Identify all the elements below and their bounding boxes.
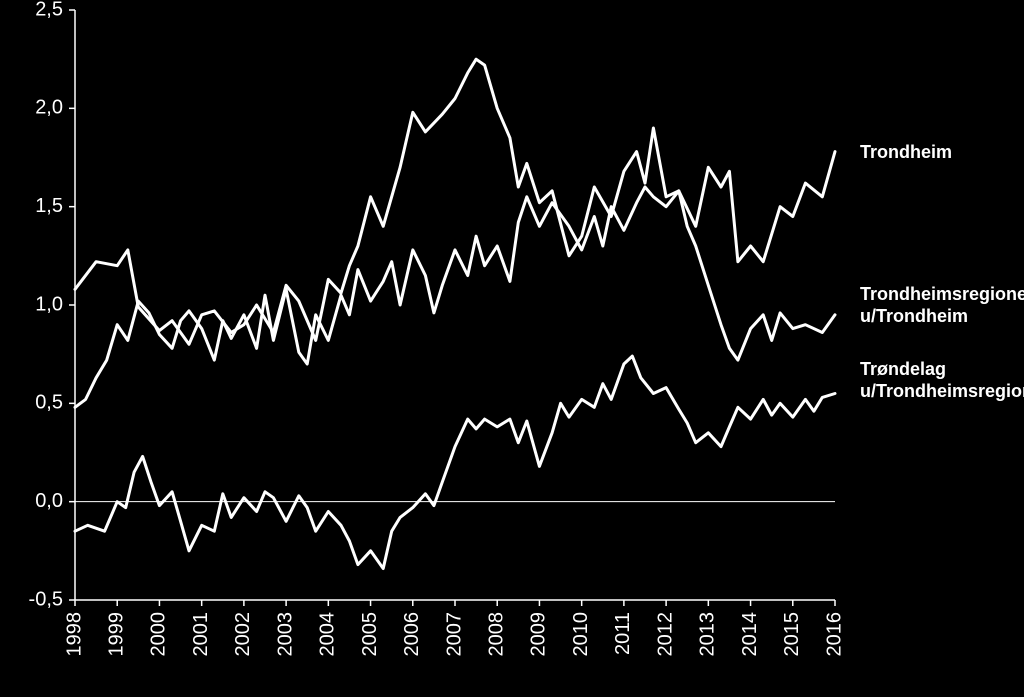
- x-tick-label: 2002: [232, 612, 254, 657]
- x-tick-label: 2005: [359, 612, 381, 657]
- series-label: Trøndelag: [860, 359, 946, 379]
- x-tick-label: 2004: [317, 612, 339, 657]
- series-label: Trondheimsregionen: [860, 284, 1024, 304]
- x-tick-label: 2011: [612, 612, 634, 655]
- x-tick-label: 1999: [106, 612, 128, 657]
- series-label: u/Trondheimsregionen: [860, 381, 1024, 401]
- x-tick-label: 2008: [486, 612, 508, 657]
- x-tick-label: 2003: [274, 612, 296, 657]
- y-tick-label: 0,0: [35, 490, 63, 512]
- x-tick-label: 2007: [443, 612, 465, 657]
- x-tick-label: 2010: [570, 612, 592, 657]
- chart-container: -0,5 0,0 0,5 1,0 1,5 2,0 2,5 1998 1999 2000 2001 20…: [0, 0, 1024, 697]
- x-tick-label: 2009: [528, 612, 550, 657]
- x-tick-label: 1998: [63, 612, 85, 657]
- y-tick-label: 1,0: [35, 293, 63, 315]
- series-label: Trondheim: [860, 142, 952, 162]
- x-tick-label: 2000: [148, 612, 170, 657]
- y-tick-label: 2,5: [35, 0, 63, 20]
- x-tick-label: 2013: [697, 612, 719, 657]
- y-tick-label: 0,5: [35, 392, 63, 414]
- x-tick-label: 2012: [654, 612, 676, 657]
- x-tick-label: 2001: [190, 612, 212, 657]
- series-label: u/Trondheim: [860, 306, 968, 326]
- x-tick-label: 2016: [823, 612, 845, 657]
- y-tick-label: 1,5: [35, 195, 63, 217]
- line-chart: -0,5 0,0 0,5 1,0 1,5 2,0 2,5 1998 1999 2000 2001 20…: [0, 0, 1024, 697]
- x-tick-label: 2015: [781, 612, 803, 657]
- x-tick-label: 2006: [401, 612, 423, 657]
- y-tick-label: 2,0: [35, 97, 63, 119]
- x-tick-label: 2014: [739, 612, 761, 657]
- y-tick-label: -0,5: [29, 588, 63, 610]
